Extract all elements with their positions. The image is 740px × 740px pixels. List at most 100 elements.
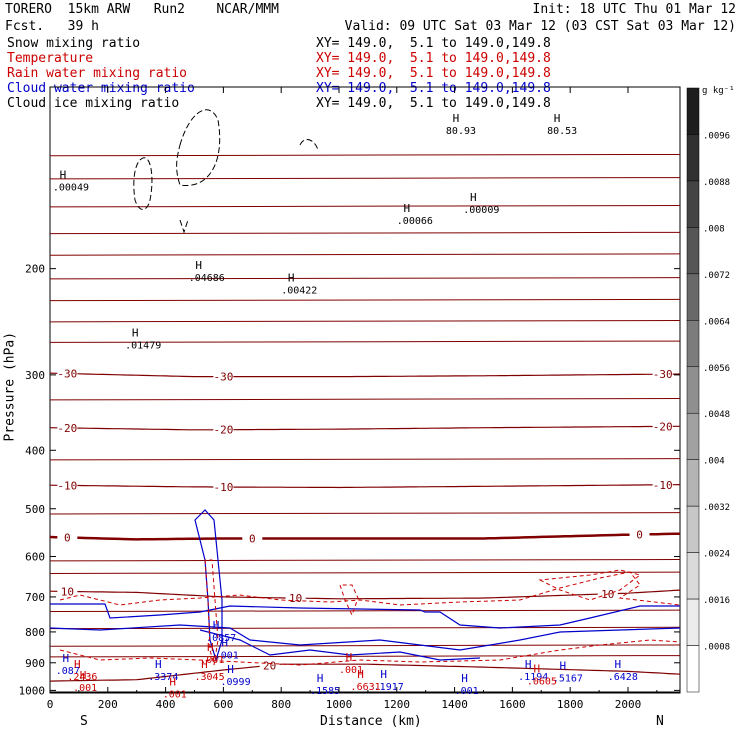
rain-max-marker: H (534, 662, 541, 675)
rain-max-marker: H (169, 676, 176, 689)
colorbar-label: .004 (703, 457, 725, 467)
x-tick-label: 1000 (326, 698, 353, 711)
cloud-ice-max-marker: H (195, 259, 202, 272)
isotherm-line (49, 231, 681, 235)
isotherm-label-bg (242, 532, 263, 545)
isotherm-line (49, 253, 681, 256)
isotherm-label-bg (652, 478, 673, 491)
cloud-water-max-marker: H (461, 672, 468, 685)
rain-max-value: .001 (73, 683, 97, 694)
x-tick-label: 200 (98, 698, 118, 711)
y-tick-label: 600 (25, 551, 45, 564)
rain-max-value: .001 (339, 665, 363, 676)
isotherm-label-bg (285, 592, 306, 605)
isotherm-label-bg (652, 420, 673, 433)
isotherm-label-bg (57, 479, 78, 492)
x-tick-label: 1200 (384, 698, 411, 711)
rain-contour (59, 571, 681, 606)
snow-max-marker: H (554, 112, 561, 125)
axis-layer: 0 200 400 600 800 1000 1200 1400 1600 1800 2000200… (19, 87, 680, 711)
colorbar-swatch (686, 87, 700, 135)
isotherm-20 (49, 663, 681, 682)
x-tick-label: 2000 (615, 698, 642, 711)
colorbar-swatch (686, 134, 700, 182)
rain-contour (59, 639, 681, 666)
isotherm-label-bg (213, 481, 234, 494)
isotherm-line (49, 277, 681, 280)
cloud-water-max-marker: H (62, 652, 69, 665)
isotherm-label-bg (213, 370, 234, 383)
cloud-water-max-value: .0999 (221, 677, 251, 688)
legend-temperature: Temperature (7, 51, 94, 66)
cloud-water-max-value: .087 (56, 666, 80, 677)
snow-max-marker: H (453, 112, 460, 125)
cloud-water-contour (194, 509, 223, 663)
legend-cloud-ice-xy: XY= 149.0, 5.1 to 149.0,149.8 (316, 96, 551, 111)
legend-cloud-water-xy: XY= 149.0, 5.1 to 149.0,149.8 (316, 81, 551, 96)
colorbar-unit: g kg⁻¹ (702, 86, 735, 96)
cloud-water-max-value: .1917 (374, 682, 404, 693)
rain-max-marker: H (201, 658, 208, 671)
axis-end-north: N (656, 714, 664, 729)
cloud-water-max-value: .0857 (206, 633, 236, 644)
colorbar-label: .0024 (703, 550, 730, 560)
colorbar-swatch (686, 320, 700, 368)
axis-end-south: S (80, 714, 88, 729)
isotherm-line (49, 398, 681, 401)
valid-time: Valid: 09 UTC Sat 03 Mar 12 (03 CST Sat … (344, 19, 736, 34)
legend-rain: Rain water mixing ratio (7, 66, 188, 81)
isotherm-label: 20 (263, 659, 276, 672)
rain-max-value: .3045 (194, 672, 224, 683)
cloud-water-max-marker: H (560, 660, 567, 673)
isotherm-line (49, 571, 681, 574)
cloud-water-max-value: .1585 (310, 686, 340, 697)
cloud-ice-contour (299, 139, 319, 151)
isotherm-line (49, 320, 681, 323)
colorbar-swatch (686, 412, 700, 460)
y-tick-label: 900 (25, 657, 45, 670)
legend-snow-xy: XY= 149.0, 5.1 to 149.0,149.8 (316, 36, 551, 51)
x-tick-label: 1800 (557, 698, 584, 711)
isotherm-label: -20 (57, 422, 77, 435)
legend-snow: Snow mixing ratio (7, 36, 141, 51)
cloud-ice-max-value: .00066 (397, 216, 433, 227)
cloud-ice-contour (176, 109, 221, 187)
isotherm-label: 0 (249, 532, 256, 545)
colorbar-label: .0032 (703, 503, 730, 513)
isotherm-label: -10 (213, 481, 233, 494)
cloud-water-max-marker: H (380, 668, 387, 681)
colorbar-swatch (686, 505, 700, 553)
colorbar-label: .008 (703, 224, 725, 234)
y-tick-label: 1000 (19, 684, 46, 697)
x-axis-title: Distance (km) (320, 714, 422, 729)
isotherm-label-bg (629, 528, 650, 541)
model-title: TORERO 15km ARW Run2 NCAR/MMM (5, 2, 279, 17)
y-axis-title: Pressure (hPa) (2, 331, 18, 442)
legend-cloud-ice: Cloud ice mixing ratio (7, 96, 180, 111)
isotherm-label: -30 (213, 371, 233, 384)
rain-contour (339, 584, 359, 617)
isotherm-line (49, 512, 681, 515)
cloud-ice-max-value: .04686 (189, 273, 225, 284)
colorbar-swatch (686, 598, 700, 646)
isotherm-line (49, 559, 681, 562)
rain-max-value: .001 (200, 655, 224, 666)
isotherm-label: -20 (213, 424, 233, 437)
isotherm-label: -10 (653, 479, 673, 492)
cloud-ice-max-marker: H (132, 326, 139, 339)
snow-max-value: 80.93 (446, 126, 476, 137)
isotherm-label: 10 (61, 585, 74, 598)
cloud-water-max-marker: H (525, 658, 532, 671)
y-tick-label: 800 (25, 626, 45, 639)
isotherm-line (49, 177, 681, 180)
cloud-ice-contour (179, 219, 189, 234)
isotherm-label-bg (57, 585, 78, 598)
colorbar-swatch (686, 273, 700, 321)
rain-max-value: .6631 (351, 682, 381, 693)
isotherm-label-bg (213, 423, 234, 436)
cloud-ice-max-value: .01479 (125, 340, 161, 351)
rain-contour (204, 559, 219, 666)
cloud-ice-max-value: .00009 (463, 205, 499, 216)
